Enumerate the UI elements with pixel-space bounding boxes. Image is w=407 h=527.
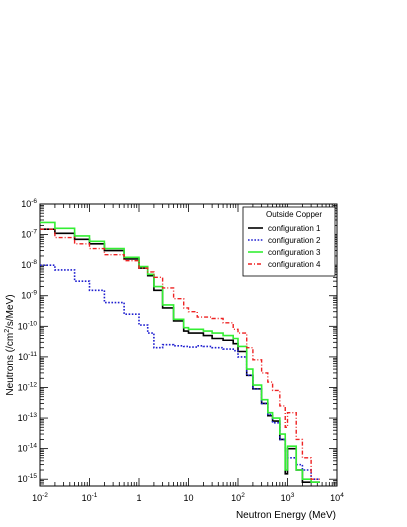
x-axis: 10-2 10-1 1 10 102 103 104	[32, 204, 344, 503]
x-tick-label-base: 1	[136, 493, 141, 503]
y-tick-label-exponent: -11	[28, 351, 37, 358]
x-tick-label-exponent: 4	[340, 492, 344, 499]
y-tick-label: 10-14	[18, 443, 38, 454]
y-tick-label-exponent: -13	[28, 412, 38, 419]
legend-label-2: configuration 2	[268, 236, 321, 245]
y-tick-label-base: 10	[21, 230, 31, 240]
y-axis-title-part1: Neutrons (/cm	[5, 333, 16, 396]
x-axis-title: Neutron Energy (MeV)	[236, 510, 336, 521]
y-tick-label-base: 10	[21, 291, 31, 301]
x-tick-label-base: 10	[32, 493, 42, 503]
y-tick-label-base: 10	[18, 382, 28, 392]
y-tick-label: 10-9	[21, 290, 37, 301]
x-tick-label: 10-2	[32, 492, 48, 503]
series-layer	[40, 221, 320, 483]
legend-title: Outside Copper	[266, 210, 322, 219]
x-tick-label-exponent: 2	[241, 492, 245, 499]
y-tick-label-base: 10	[21, 199, 31, 209]
x-tick-label-base: 10	[330, 493, 340, 503]
y-tick-label-base: 10	[18, 444, 28, 454]
x-tick-label-base: 10	[183, 493, 193, 503]
y-tick-label: 10-11	[18, 351, 37, 362]
y-tick-label-exponent: -10	[28, 320, 38, 327]
y-tick-label-base: 10	[18, 474, 28, 484]
y-tick-label-base: 10	[18, 352, 28, 362]
legend: Outside Copper configuration 1configurat…	[242, 206, 336, 277]
x-tick-label-exponent: -2	[42, 492, 48, 499]
y-tick-label: 10-7	[21, 229, 37, 240]
legend-entries: configuration 1 configuration 2 configurat…	[248, 224, 321, 269]
y-tick-label-exponent: -14	[28, 443, 38, 450]
y-tick-label: 10-10	[18, 320, 38, 331]
y-tick-label-exponent: -8	[31, 259, 37, 266]
y-axis-title: Neutrons (/cm2/s/MeV)	[4, 294, 16, 395]
y-tick-label-base: 10	[18, 321, 28, 331]
x-tick-label-base: 10	[231, 493, 241, 503]
legend-label-1: configuration 1	[268, 224, 321, 233]
y-axis-title-superscript: 2	[4, 329, 11, 333]
x-tick-label: 103	[281, 492, 295, 503]
y-tick-label-exponent: -9	[31, 290, 37, 297]
x-tick-label: 102	[231, 492, 245, 503]
x-tick-label: 1	[136, 493, 141, 503]
x-tick-label: 104	[330, 492, 344, 503]
y-tick-label: 10-15	[18, 473, 38, 484]
y-tick-label-base: 10	[18, 413, 28, 423]
y-tick-label-base: 10	[21, 260, 31, 270]
y-tick-label-exponent: -7	[31, 229, 37, 236]
y-tick-label: 10-13	[18, 412, 38, 423]
x-tick-label-base: 10	[281, 493, 291, 503]
x-tick-label-exponent: 3	[291, 492, 295, 499]
y-tick-label-exponent: -12	[28, 381, 38, 388]
y-tick-label: 10-12	[18, 381, 38, 392]
y-axis-title-part2: /s/MeV)	[5, 294, 16, 328]
y-tick-label-exponent: -6	[31, 198, 37, 205]
x-tick-label: 10-1	[82, 492, 98, 503]
legend-label-4: configuration 4	[268, 260, 321, 269]
x-tick-label-base: 10	[82, 493, 92, 503]
legend-label-3: configuration 3	[268, 248, 321, 257]
y-tick-label: 10-6	[21, 198, 37, 209]
y-tick-label: 10-8	[21, 259, 37, 270]
x-tick-label: 10	[183, 493, 193, 503]
x-tick-label-exponent: -1	[92, 492, 98, 499]
y-tick-label-exponent: -15	[28, 473, 38, 480]
series-line-4	[40, 228, 320, 480]
